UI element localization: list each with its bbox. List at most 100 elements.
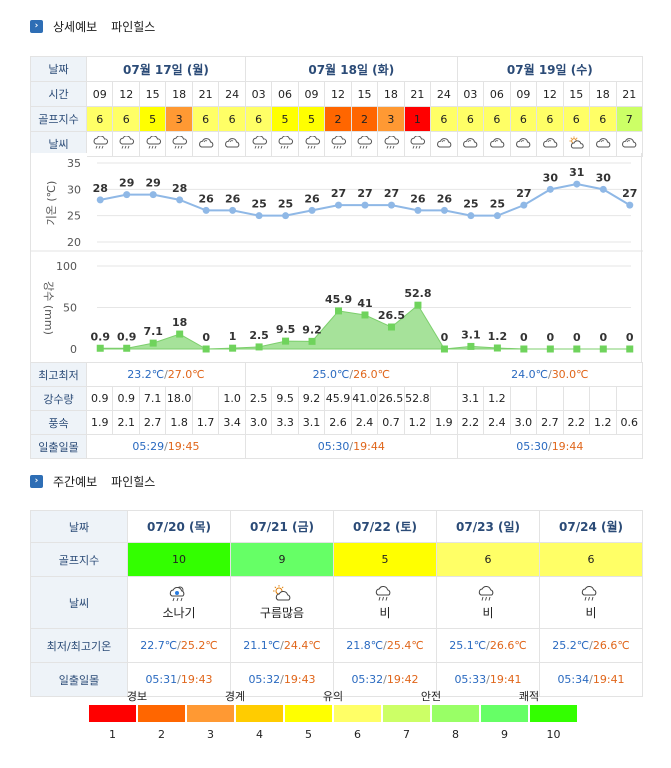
golf-index-label: 골프지수 (30, 106, 87, 132)
temp-data-label: 27 (384, 187, 399, 200)
golf-index-cell: 6 (589, 106, 617, 132)
temp-point (96, 196, 104, 204)
sunset: 19:41 (592, 673, 625, 686)
rain-cell: 41.0 (350, 386, 379, 411)
time-cell: 24 (218, 81, 246, 107)
weather-cell (562, 131, 591, 157)
rain-point (123, 344, 131, 352)
sunset: 19:44 (551, 440, 584, 453)
weekly-minmax-cell: 21.8℃/25.4℃ (333, 628, 437, 663)
temp-data-label: 30 (596, 171, 612, 184)
golf-index-cell: 6 (456, 106, 485, 132)
temp-data-label: 29 (146, 177, 161, 190)
rain-cell: 0.9 (112, 386, 140, 411)
rain-data-label: 18 (172, 316, 187, 329)
rain-icon (92, 135, 108, 149)
weekly-date-header: 07/20 (목) (127, 510, 231, 543)
time-cell: 06 (271, 81, 299, 107)
weather-cell (509, 131, 538, 157)
sun-cell: 05:29/19:45 (86, 434, 246, 459)
date-header: 07월 18일 (화) (244, 56, 458, 82)
golf-index-cell: 5 (138, 106, 167, 132)
temp-point (149, 191, 157, 199)
temp-point (229, 206, 237, 214)
sunset: 19:43 (180, 673, 213, 686)
rain-point (282, 337, 290, 345)
time-cell: 12 (536, 81, 564, 107)
time-cell: 15 (350, 81, 379, 107)
wind-cell: 3.0 (244, 410, 273, 435)
scale-number: 10 (546, 728, 561, 741)
scale-label: 경보 (126, 690, 148, 703)
detail-forecast-table: 날짜 07월 17일 (월) 07월 18일 (화) 07월 19일 (수) 시간 09 1… (30, 56, 643, 157)
scale-number: 4 (256, 728, 263, 741)
weekly-minmax-cell: 25.2℃/26.6℃ (539, 628, 643, 663)
sunrise: 05:30 (317, 440, 350, 453)
rain-point (202, 345, 210, 353)
weather-cell (191, 131, 220, 157)
rain-data-label: 1.2 (488, 330, 508, 343)
wind-cell: 0.6 (615, 410, 643, 435)
wind-cell: 2.2 (562, 410, 591, 435)
weekly-minmax-label: 최저/최고기온 (30, 628, 128, 663)
golf-index-cell: 2 (350, 106, 379, 132)
weather-description: 구름많음 (259, 606, 305, 620)
separator: / (280, 639, 284, 652)
rain-point (493, 344, 501, 352)
temp-tick-label: 20 (67, 236, 81, 249)
detail-bottom-table: 최고최저 23.2℃/27.0℃ 25.0℃/26.0℃ 24.0℃/30.0℃ 강수량… (30, 362, 643, 459)
wind-cell: 1.2 (403, 410, 432, 435)
sunset: 19:44 (353, 440, 385, 453)
golf-index-cell: 6 (509, 106, 538, 132)
rain-point (149, 339, 157, 347)
golf-index-cell: 2 (324, 106, 352, 132)
wind-label: 풍속 (30, 410, 87, 435)
separator: / (383, 639, 387, 652)
rain-data-label: 0.9 (90, 330, 110, 343)
scale-swatch (235, 704, 284, 723)
separator: / (349, 368, 354, 381)
temp-data-label: 31 (569, 166, 584, 179)
rain-cell: 18.0 (165, 386, 193, 411)
weekly-section-title: 주간예보 (53, 474, 98, 489)
sunrise: 05:33 (454, 673, 487, 686)
chart-label-column (31, 153, 87, 363)
wind-cell: 1.7 (191, 410, 220, 435)
cloud-icon (224, 136, 240, 148)
shower-icon (128, 584, 230, 604)
weekly-date-label: 날짜 (30, 510, 128, 543)
scale-number: 5 (305, 728, 312, 741)
rain-data-label: 0 (599, 331, 607, 344)
scale-swatch (137, 704, 186, 723)
rain-icon (409, 135, 426, 149)
rain-data-label: 0 (626, 331, 634, 344)
temp-data-label: 27 (622, 187, 637, 200)
chevron-right-icon: › (30, 19, 43, 33)
scale-swatch (480, 704, 529, 723)
sunset: 19:43 (283, 673, 316, 686)
scale-number: 6 (354, 728, 361, 741)
weather-cell (536, 131, 564, 157)
chevron-right-icon: › (30, 474, 43, 488)
scale-swatch (431, 704, 480, 723)
separator: / (177, 639, 181, 652)
time-cell: 15 (562, 81, 591, 107)
weather-description: 비 (482, 606, 494, 620)
rain-cell: 52.8 (403, 386, 432, 411)
rain-tick-label: 50 (63, 302, 77, 315)
weekly-sun-cell: 05:32/19:42 (333, 662, 437, 697)
temp-point (573, 180, 581, 188)
time-cell: 24 (430, 81, 458, 107)
wind-cell: 2.4 (350, 410, 379, 435)
detail-location: 파인힐스 (111, 19, 156, 34)
weekly-sun-cell: 05:34/19:41 (539, 662, 643, 697)
rain-point (308, 337, 316, 345)
time-cell: 21 (403, 81, 432, 107)
weather-cell (377, 131, 405, 157)
weekly-section-header: › 주간예보 파인힐스 (30, 473, 155, 489)
scale-swatch (333, 704, 382, 723)
golf-index-cell: 7 (615, 106, 643, 132)
date-header: 07월 17일 (월) (86, 56, 246, 82)
temp-data-label: 30 (543, 171, 559, 184)
rain-cell (509, 386, 538, 411)
